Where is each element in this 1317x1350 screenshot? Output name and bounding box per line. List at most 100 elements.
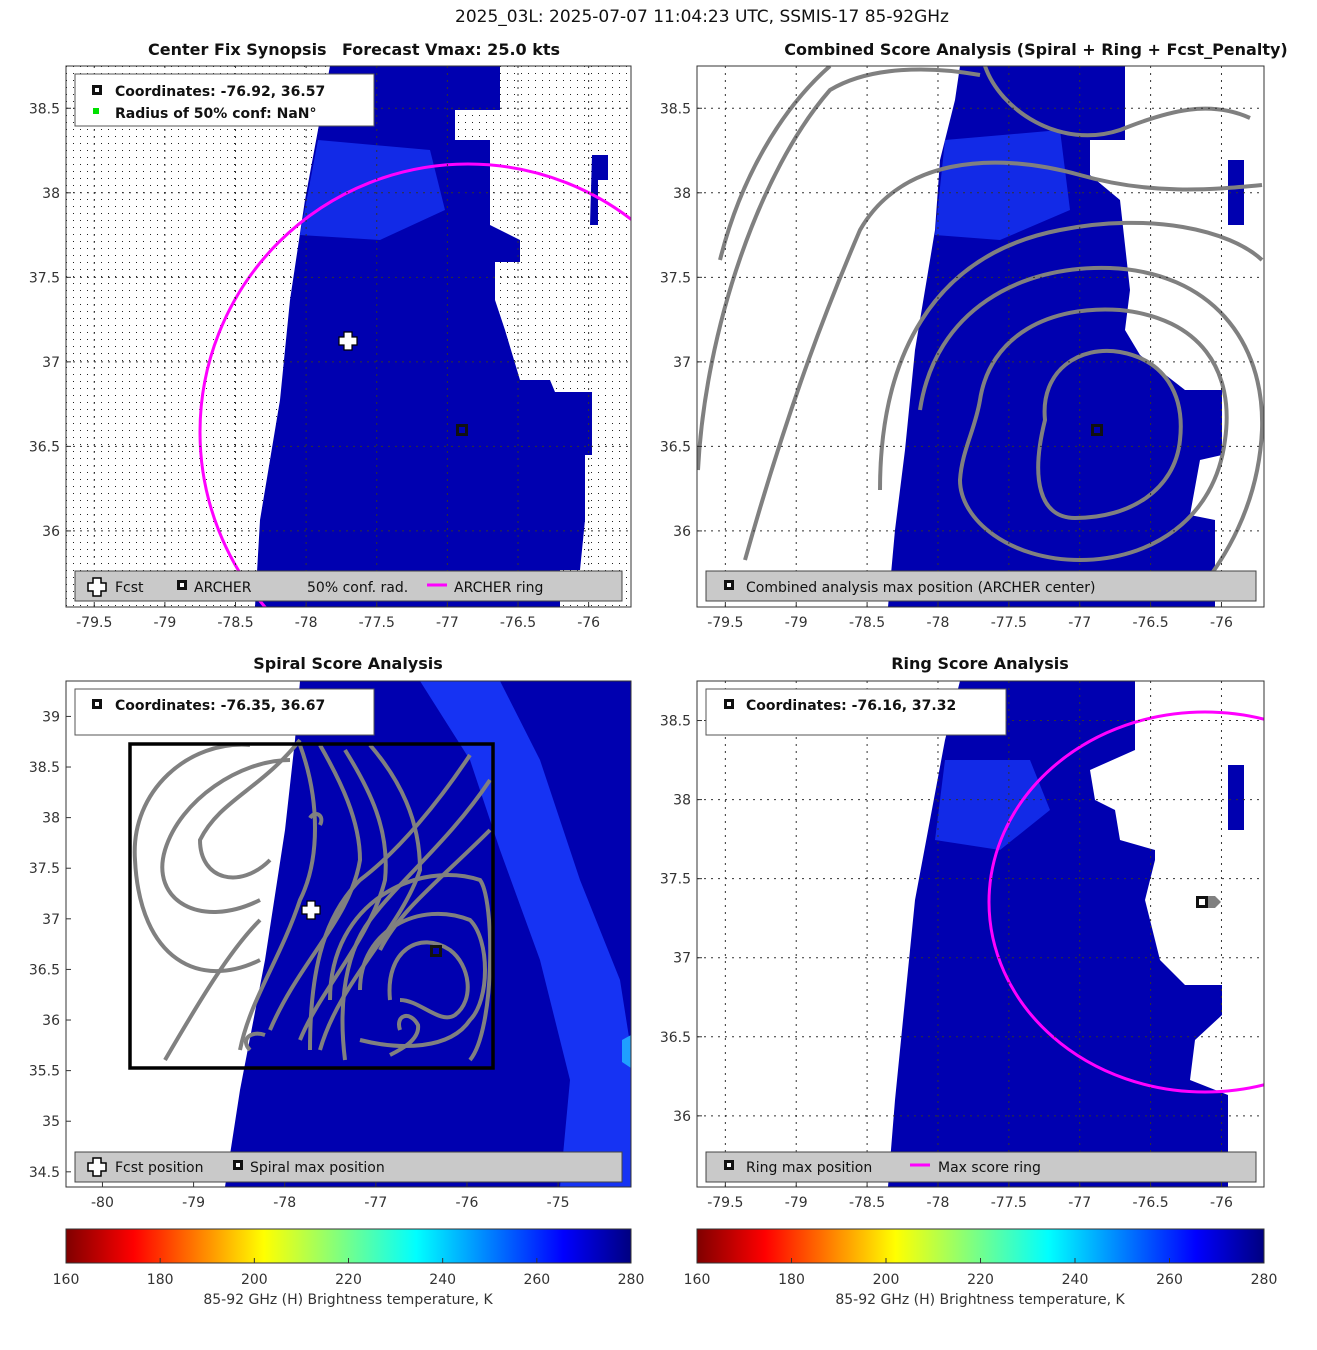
- conf-marker-icon: [93, 108, 99, 114]
- ring-grid: [697, 681, 1264, 1187]
- spiral-search-box: [128, 742, 495, 1070]
- y-tick-label: 36.5: [29, 962, 60, 978]
- x-tick-label: -77: [1068, 1195, 1091, 1211]
- ring-direction-arrow: [1205, 896, 1221, 908]
- y-tick-label: 38.5: [660, 714, 691, 730]
- spiral-cyan-patch: [622, 1035, 631, 1068]
- y-tick-label: 38: [673, 793, 691, 809]
- colorbar-tick-label: 200: [873, 1272, 900, 1288]
- synopsis-coordinates: Coordinates: -76.92, 36.57: [115, 84, 325, 100]
- panel-combined: -79.5 -79 -78.5 -78 -77.5 -77 -76.5 -76 36 36.5 37…: [660, 40, 1288, 631]
- x-tick-label: -77: [1068, 615, 1091, 631]
- spiral-warm-band: [420, 681, 631, 1187]
- y-tick-label: 39: [42, 709, 60, 725]
- y-tick-label: 38: [42, 186, 60, 202]
- spiral-coordinates: Coordinates: -76.35, 36.67: [115, 698, 325, 714]
- synopsis-legend-archer: ARCHER: [194, 580, 252, 596]
- colorbar-tick-label: 240: [429, 1272, 456, 1288]
- colorbar-tick-label: 180: [147, 1272, 174, 1288]
- ring-warm-band: [935, 760, 1050, 850]
- y-tick-label: 35: [42, 1114, 60, 1130]
- y-tick-label: 38.5: [660, 101, 691, 117]
- fcst-cross-icon: [87, 577, 107, 597]
- colorbar-left-label: 85-92 GHz (H) Brightness temperature, K: [203, 1292, 493, 1308]
- x-tick-label: -79.5: [707, 1195, 743, 1211]
- synopsis-legend: [74, 570, 623, 602]
- x-tick-label: -76: [1210, 1195, 1233, 1211]
- y-tick-label: 36: [42, 524, 60, 540]
- x-tick-label: -77.5: [359, 615, 395, 631]
- combined-legend: [705, 570, 1257, 602]
- x-tick-label: -77.5: [991, 615, 1027, 631]
- colorbar-tick-label: 160: [684, 1272, 711, 1288]
- x-tick-label: -75: [547, 1195, 570, 1211]
- colorbar-left: 160 180 200 220 240 260 280 85-92 GHz (H) Brig…: [53, 1228, 645, 1308]
- y-tick-label: 36.5: [660, 439, 691, 455]
- spiral-info-box: [74, 688, 375, 736]
- x-tick-label: -78.5: [849, 615, 885, 631]
- colorbar-tick-label: 280: [618, 1272, 645, 1288]
- synopsis-conf-radius: Radius of 50% conf: NaN°: [115, 106, 317, 122]
- forecast-position-marker: [338, 331, 358, 351]
- y-tick-label: 37.5: [29, 270, 60, 286]
- x-tick-label: -78.5: [217, 615, 253, 631]
- y-tick-label: 38.5: [29, 101, 60, 117]
- x-tick-label: -78: [295, 615, 318, 631]
- ring-cloud-patch: [1228, 765, 1244, 830]
- x-tick-label: -76.5: [1132, 1195, 1168, 1211]
- colorbar-tick-label: 260: [523, 1272, 550, 1288]
- x-tick-label: -77.5: [991, 1195, 1027, 1211]
- combined-legend-max: Combined analysis max position (ARCHER c…: [746, 580, 1095, 596]
- y-tick-label: 36.5: [29, 439, 60, 455]
- spiral-legend-fcst: Fcst position: [115, 1160, 203, 1176]
- colorbar-tick-label: 280: [1251, 1272, 1278, 1288]
- x-tick-label: -80: [91, 1195, 114, 1211]
- colorbar-tick-label: 240: [1062, 1272, 1089, 1288]
- ring-axes: [696, 680, 1265, 1188]
- panel-synopsis: -79.5 -79 -78.5 -78 -77.5 -77 -76.5 -76 36 36.5 37…: [29, 40, 632, 631]
- panel-ring: -79.5 -79 -78.5 -78 -77.5 -77 -76.5 -76 36 36.5 37…: [660, 654, 1265, 1211]
- x-tick-label: -79: [153, 615, 176, 631]
- y-tick-label: 37.5: [660, 872, 691, 888]
- synopsis-title-right: Forecast Vmax: 25.0 kts: [342, 40, 560, 59]
- combined-warm-band: [935, 130, 1070, 240]
- synopsis-legend-fcst: Fcst: [115, 580, 144, 596]
- colorbar-tick-label: 260: [1156, 1272, 1183, 1288]
- figure-title: 2025_03L: 2025-07-07 11:04:23 UTC, SSMIS…: [455, 7, 949, 27]
- x-tick-label: -79: [785, 1195, 808, 1211]
- combined-axes: [696, 65, 1265, 608]
- colorbar-right-label: 85-92 GHz (H) Brightness temperature, K: [835, 1292, 1125, 1308]
- ring-info-box: [705, 688, 1007, 736]
- y-tick-label: 37: [673, 355, 691, 371]
- y-tick-label: 38: [42, 811, 60, 827]
- ring-legend-ring: Max score ring: [938, 1160, 1041, 1176]
- ring-title: Ring Score Analysis: [891, 654, 1069, 673]
- y-tick-label: 34.5: [29, 1165, 60, 1181]
- x-tick-label: -78: [273, 1195, 296, 1211]
- synopsis-title-left: Center Fix Synopsis: [148, 40, 327, 59]
- y-tick-label: 37.5: [29, 861, 60, 877]
- colorbar-tick-label: 180: [778, 1272, 805, 1288]
- y-tick-label: 37.5: [660, 270, 691, 286]
- spiral-title: Spiral Score Analysis: [253, 654, 443, 673]
- ring-legend-max: Ring max position: [746, 1160, 872, 1176]
- y-tick-label: 35.5: [29, 1064, 60, 1080]
- spiral-contours: [132, 738, 493, 1062]
- colorbar-tick-label: 220: [335, 1272, 362, 1288]
- x-tick-label: -77: [436, 615, 459, 631]
- x-tick-label: -76: [1210, 615, 1233, 631]
- y-tick-label: 36: [673, 524, 691, 540]
- synopsis-grid: [66, 66, 631, 607]
- max-score-ring: [987, 710, 1264, 1094]
- x-tick-label: -79: [182, 1195, 205, 1211]
- synopsis-info-box: [74, 73, 375, 127]
- y-tick-label: 38: [673, 186, 691, 202]
- combined-title: Combined Score Analysis (Spiral + Ring +…: [784, 40, 1287, 59]
- spiral-legend-max: Spiral max position: [250, 1160, 385, 1176]
- y-tick-label: 36.5: [660, 1030, 691, 1046]
- x-tick-label: -79.5: [76, 615, 112, 631]
- combined-contours: [697, 66, 1264, 592]
- synopsis-axes: [65, 65, 632, 608]
- spiral-forecast-marker: [301, 900, 321, 920]
